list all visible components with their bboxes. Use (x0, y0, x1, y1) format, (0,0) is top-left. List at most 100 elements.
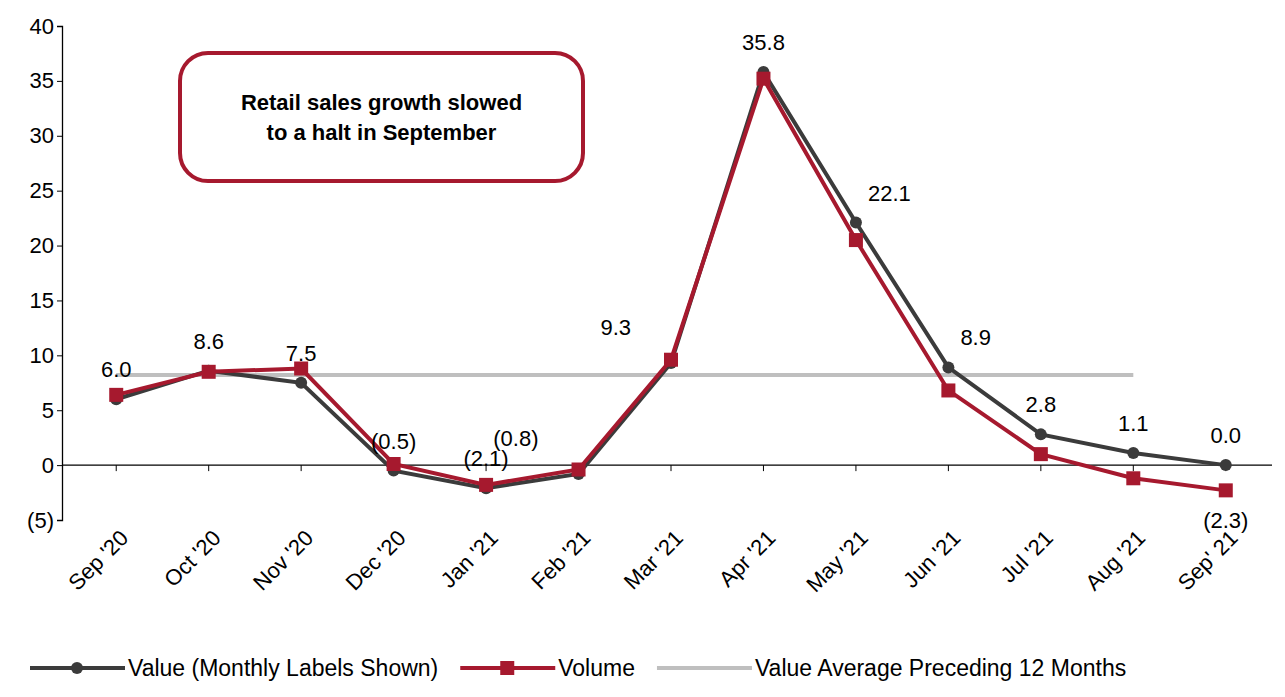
y-tick-mark (57, 410, 62, 411)
y-tick-label: 25 (30, 178, 54, 203)
point (850, 217, 862, 229)
x-tick-label: Mar '21 (619, 525, 688, 594)
data-label: 35.8 (742, 30, 785, 55)
point (1034, 447, 1048, 461)
y-tick-label: 30 (30, 123, 54, 148)
y-tick-mark (57, 465, 62, 466)
y-tick: 20 (30, 233, 62, 258)
y-tick-label: 20 (30, 233, 54, 258)
data-label: (2.3) (1203, 508, 1248, 533)
y-tick-mark (57, 191, 62, 192)
data-label: 9.3 (600, 315, 631, 340)
point (1219, 483, 1233, 497)
x-tick-label: Aug '21 (1080, 525, 1150, 595)
x-tick-label: Nov '20 (248, 525, 318, 595)
legend-item: Value (Monthly Labels Shown) (30, 655, 438, 681)
x-tick: Aug '21 (1080, 465, 1150, 595)
y-tick-mark (57, 136, 62, 137)
y-tick-mark (57, 300, 62, 301)
y-tick-label: 35 (30, 68, 54, 93)
annotation-box (180, 53, 583, 181)
x-tick-mark (948, 465, 949, 471)
y-axis: (5) 0 5 10 15 20 25 30 35 40 (27, 14, 62, 533)
legend-item: Value Average Preceding 12 Months (657, 655, 1126, 681)
series-line (116, 79, 1226, 491)
x-tick-label: Oct '20 (159, 525, 225, 591)
data-labels: 6.08.67.5(0.5)(2.1)(0.8)9.335.822.18.92.… (101, 30, 1248, 533)
y-tick-mark (57, 81, 62, 82)
chart: (5) 0 5 10 15 20 25 30 35 40 Sep '20 Oct '20 Nov '20… (0, 0, 1285, 697)
x-tick: Nov '20 (248, 465, 318, 595)
point (202, 365, 216, 379)
point (479, 478, 493, 492)
y-tick: (5) (27, 508, 62, 533)
x-tick: Mar '21 (619, 465, 688, 594)
data-label: 1.1 (1118, 411, 1149, 436)
point (1220, 459, 1232, 471)
point (664, 353, 678, 367)
data-label: 6.0 (101, 357, 132, 382)
y-tick-mark (57, 26, 62, 27)
data-label: 0.0 (1210, 423, 1241, 448)
x-tick-label: Apr '21 (714, 525, 780, 591)
y-tick: 35 (30, 68, 62, 93)
data-label: (0.8) (493, 426, 538, 451)
legend-label: Value Average Preceding 12 Months (755, 655, 1126, 681)
x-tick-label: Sep '20 (63, 525, 133, 595)
y-tick: 40 (30, 14, 62, 39)
legend-label: Value (Monthly Labels Shown) (128, 655, 438, 681)
annotation: Retail sales growth slowed to a halt in S… (180, 53, 583, 181)
point (1126, 471, 1140, 485)
point (941, 383, 955, 397)
x-tick: Oct '20 (159, 465, 225, 592)
y-tick-mark (57, 520, 62, 521)
y-tick-label: (5) (27, 508, 54, 533)
y-tick-label: 5 (42, 398, 54, 423)
legend-item: Volume (460, 655, 635, 681)
point (1127, 447, 1139, 459)
x-axis: Sep '20Oct '20Nov '20Dec '20Jan '21Feb '… (62, 465, 1272, 597)
annotation-text: to a halt in September (267, 120, 497, 145)
x-tick-mark (1040, 465, 1041, 471)
y-tick: 30 (30, 123, 62, 148)
x-tick-label: Feb '21 (526, 525, 595, 594)
annotation-text: Retail sales growth slowed (241, 90, 522, 115)
y-tick-mark (57, 246, 62, 247)
x-tick-mark (671, 465, 672, 471)
x-tick: Dec '20 (341, 465, 411, 595)
y-tick: 5 (42, 398, 62, 423)
x-tick-mark (763, 465, 764, 471)
data-label: (0.5) (371, 429, 416, 454)
x-tick-mark (855, 465, 856, 471)
x-tick-mark (1133, 465, 1134, 471)
y-tick-label: 10 (30, 343, 54, 368)
x-tick: Apr '21 (714, 465, 780, 592)
series-line (116, 72, 1226, 488)
x-tick: May '21 (801, 465, 873, 597)
y-tick-mark (57, 355, 62, 356)
y-tick-label: 15 (30, 288, 54, 313)
y-tick-label: 0 (42, 453, 54, 478)
legend-marker (71, 662, 83, 674)
y-tick: 15 (30, 288, 62, 313)
x-tick-label: Jul '21 (996, 525, 1058, 587)
point (387, 457, 401, 471)
x-tick: Feb '21 (526, 465, 595, 594)
legend: Value (Monthly Labels Shown) Volume Value … (30, 655, 1126, 681)
x-tick: Sep '20 (63, 465, 133, 595)
legend-swatch (657, 666, 752, 670)
x-tick-label: May '21 (801, 525, 873, 597)
series-line (116, 373, 1133, 377)
plot-area (109, 66, 1233, 497)
data-label: 2.8 (1026, 392, 1057, 417)
data-label: 7.5 (286, 341, 317, 366)
x-tick-label: Jun '21 (898, 525, 965, 592)
y-tick: 0 (42, 453, 62, 478)
x-tick-mark (116, 465, 117, 471)
x-tick: Jun '21 (898, 465, 965, 593)
x-tick: Jul '21 (996, 465, 1058, 587)
point (942, 361, 954, 373)
x-tick-label: Sep' 21 (1173, 525, 1243, 595)
point (1035, 428, 1047, 440)
data-label: 8.6 (193, 329, 224, 354)
